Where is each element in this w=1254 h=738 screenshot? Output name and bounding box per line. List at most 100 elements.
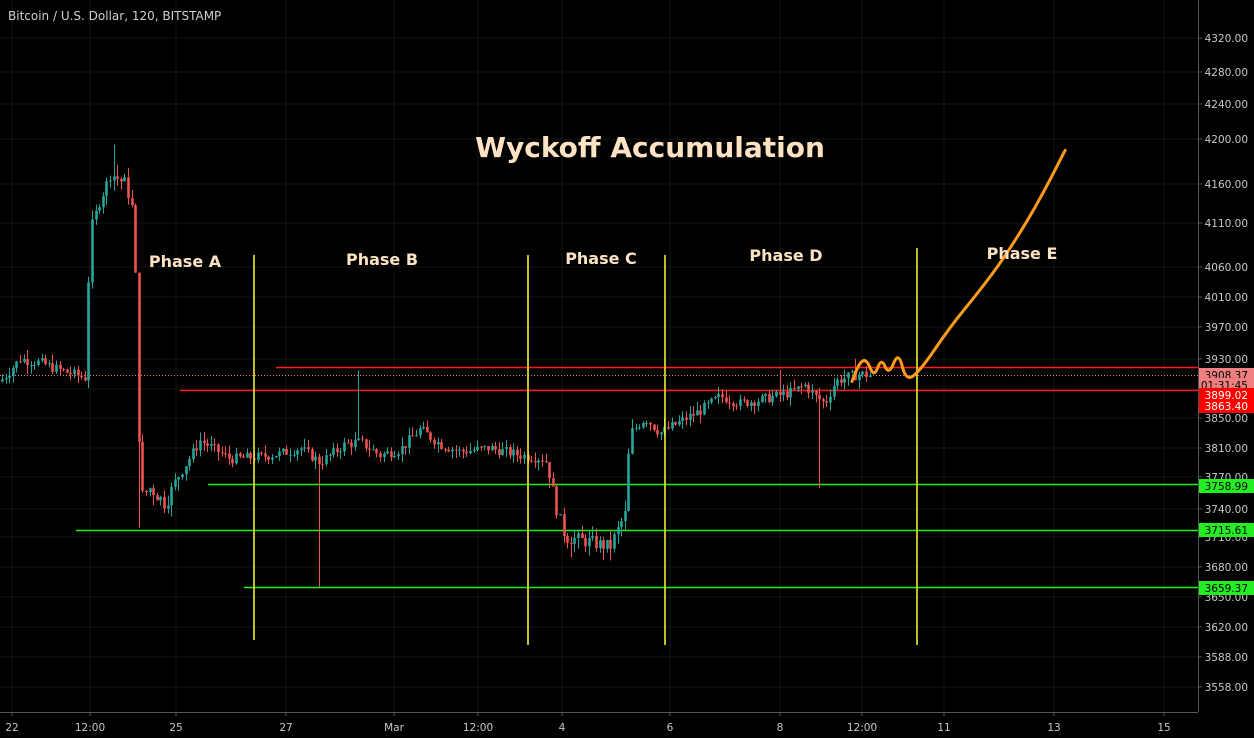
price-tick-label: 4240.00 [1205, 99, 1248, 111]
candle-body [627, 453, 630, 511]
candle-body [671, 422, 674, 429]
candle-body [217, 444, 220, 453]
phase-label: Phase E [987, 244, 1058, 263]
candle-body [55, 364, 58, 372]
candle-body [437, 442, 440, 445]
candle-body [246, 452, 249, 458]
candle-body [59, 364, 62, 370]
candle-body [728, 402, 731, 404]
candle-body [707, 402, 710, 404]
time-axis[interactable]: 22 12:00 25 27 Mar 12:00 4 6 8 12:00 11 13 15 [0, 712, 1198, 734]
candle-body [811, 390, 814, 393]
candle-body [239, 453, 242, 457]
candle-body [23, 359, 26, 362]
price-tick-label: 3740.00 [1205, 504, 1248, 516]
candle-body [537, 460, 540, 463]
candle-body [267, 456, 270, 460]
candle-body [123, 177, 126, 182]
time-tick-label: 25 [169, 722, 182, 734]
time-tick-label: 13 [1047, 722, 1060, 734]
candle-body [138, 272, 141, 442]
candle-body [368, 448, 371, 450]
time-tick-label: 8 [777, 722, 784, 734]
candle-body [681, 417, 684, 421]
candle-body [350, 442, 353, 448]
candle-body [660, 432, 663, 435]
price-tick-label: 4320.00 [1205, 33, 1248, 45]
candle-body [84, 377, 87, 381]
candle-body [264, 453, 267, 457]
candle-body [804, 384, 807, 387]
candle-body [447, 449, 450, 452]
candle-body [462, 449, 465, 452]
candle-body [710, 398, 713, 403]
price-label-text: 3715.61 [1205, 525, 1248, 537]
candle-body [642, 422, 645, 428]
price-label-badge [1199, 399, 1254, 413]
candle-body [224, 453, 227, 455]
candle-body [494, 446, 497, 450]
candle-body [617, 527, 620, 535]
candle-body [458, 449, 461, 451]
candle-body [638, 427, 641, 429]
candle-body [422, 426, 425, 429]
candle-body [113, 176, 116, 181]
candle-body [519, 455, 522, 459]
candle-body [336, 448, 339, 452]
symbol-title: Bitcoin / U.S. Dollar, 120, BITSTAMP [8, 9, 221, 23]
candle-body [847, 372, 850, 379]
candle-body [426, 426, 429, 433]
candle-body [95, 210, 98, 220]
candle-body [401, 446, 404, 455]
time-tick-label: 15 [1157, 722, 1170, 734]
time-tick-label: 22 [5, 722, 18, 734]
candle-body [170, 486, 173, 506]
candle-body [303, 447, 306, 449]
candle-body [134, 205, 137, 273]
candle-body [573, 537, 576, 544]
candle-body [815, 390, 818, 395]
candle-body [109, 180, 112, 182]
candle-body [545, 461, 548, 463]
price-tick-label: 4010.00 [1205, 292, 1248, 304]
time-tick-label: 27 [279, 722, 292, 734]
phase-label: Phase A [149, 252, 222, 271]
candle-body [51, 363, 54, 372]
projection-path [850, 148, 1067, 383]
candle-body [563, 514, 566, 536]
candle-body [797, 386, 800, 389]
candle-body [221, 452, 224, 454]
candle-body [689, 413, 692, 420]
candle-body [98, 207, 101, 211]
candle-body [771, 396, 774, 403]
candle-body [30, 365, 33, 367]
candle-body [152, 488, 155, 496]
candle-body [451, 449, 454, 452]
candle-body [87, 282, 90, 381]
candle-body [199, 440, 202, 451]
candle-body [473, 450, 476, 452]
candle-body [455, 449, 458, 451]
candle-body [393, 456, 396, 458]
candle-body [372, 449, 375, 451]
candle-body [300, 448, 303, 451]
candle-body [120, 178, 123, 182]
candle-body [645, 422, 648, 424]
candle-body [210, 444, 213, 446]
candle-body [444, 448, 447, 450]
price-label-text: 3863.40 [1205, 401, 1248, 413]
candle-body [242, 456, 245, 458]
price-axis[interactable]: 3558.003588.003620.003650.003680.003710.… [1198, 0, 1248, 712]
candle-body [73, 369, 76, 375]
price-tick-label: 4160.00 [1205, 179, 1248, 191]
candle-body [48, 363, 51, 365]
candle-body [181, 474, 184, 478]
candle-body [667, 426, 670, 429]
candle-body [249, 452, 252, 459]
candle-body [185, 466, 188, 475]
candle-body [419, 428, 422, 436]
candle-body [649, 422, 652, 425]
price-label-badge [1199, 523, 1254, 537]
candle-body [440, 442, 443, 449]
